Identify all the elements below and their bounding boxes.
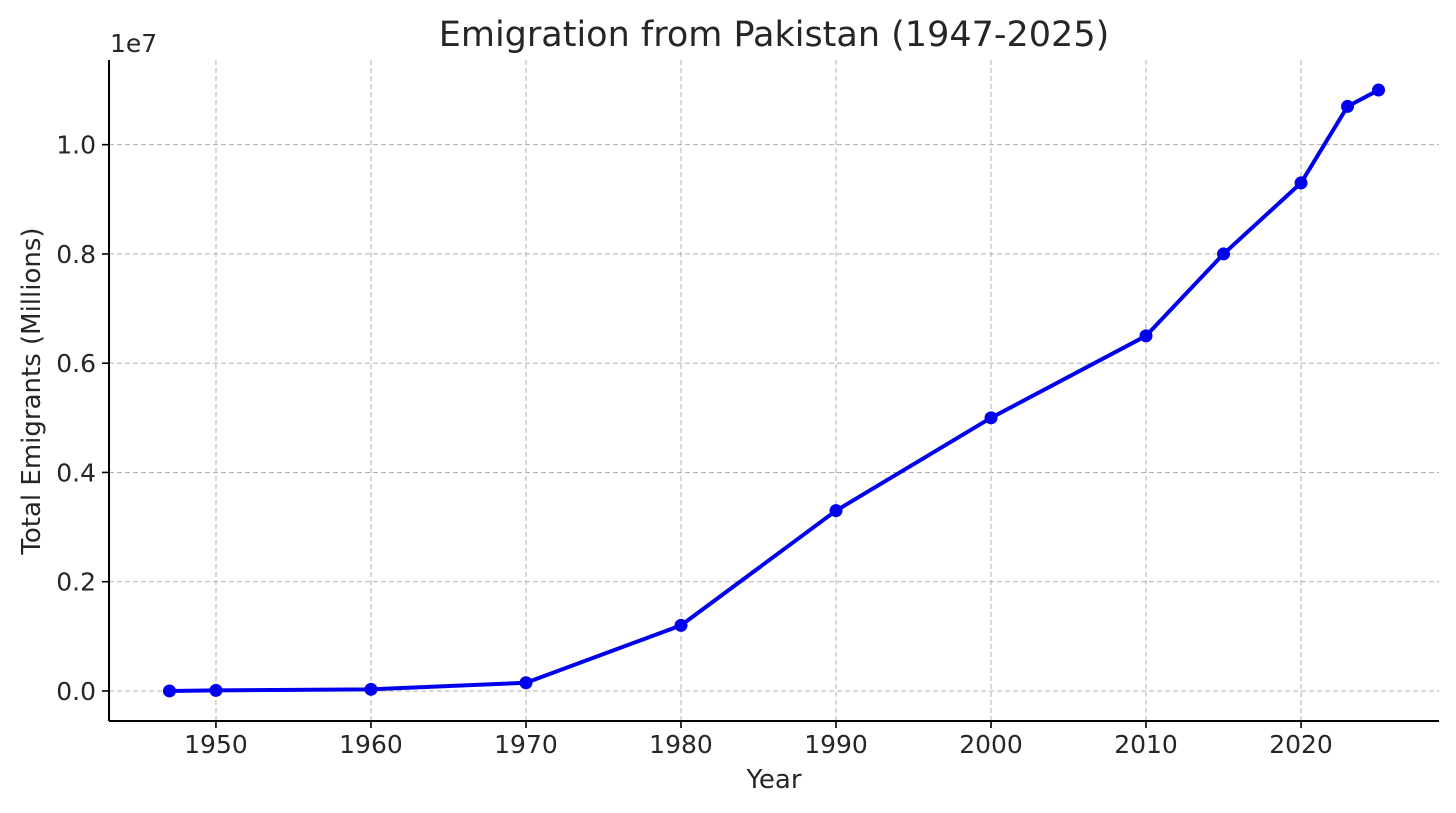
series-layer xyxy=(162,83,1386,698)
x-axis-ticks: 1950 1960 1970 1980 1990 2000 2010 2020 xyxy=(184,721,1333,759)
y-axis-offset-label: 1e7 xyxy=(110,29,157,58)
x-tick-label: 2000 xyxy=(959,730,1023,759)
x-tick-label: 1970 xyxy=(494,730,558,759)
data-point xyxy=(1372,83,1386,97)
data-point xyxy=(162,684,176,698)
x-tick-label: 2020 xyxy=(1269,730,1333,759)
data-point xyxy=(984,411,998,425)
x-tick-label: 1990 xyxy=(804,730,868,759)
series-line xyxy=(167,88,1381,693)
grid xyxy=(109,60,1439,721)
chart-title: Emigration from Pakistan (1947-2025) xyxy=(439,15,1110,55)
data-point xyxy=(674,618,688,632)
y-axis-label: Total Emigrants (Millions) xyxy=(17,227,47,555)
y-tick-label: 0.6 xyxy=(56,349,96,378)
data-point xyxy=(1341,99,1355,113)
x-tick-label: 1980 xyxy=(649,730,713,759)
data-point xyxy=(209,683,223,697)
data-point xyxy=(1294,176,1308,190)
y-tick-label: 0.4 xyxy=(56,458,96,487)
data-point xyxy=(364,682,378,696)
data-point xyxy=(1139,329,1153,343)
y-tick-label: 0.8 xyxy=(56,240,96,269)
y-tick-label: 0.2 xyxy=(56,568,96,597)
x-tick-label: 2010 xyxy=(1114,730,1178,759)
y-tick-label: 0.0 xyxy=(56,677,96,706)
data-point xyxy=(829,504,843,518)
x-axis-label: Year xyxy=(745,765,801,795)
x-tick-label: 1960 xyxy=(339,730,403,759)
x-tick-label: 1950 xyxy=(184,730,248,759)
axes xyxy=(108,60,1439,722)
y-tick-label: 1.0 xyxy=(56,131,96,160)
data-point xyxy=(1217,247,1231,261)
data-point xyxy=(519,676,533,690)
y-axis-ticks: 0.0 0.2 0.4 0.6 0.8 1.0 xyxy=(56,131,109,706)
